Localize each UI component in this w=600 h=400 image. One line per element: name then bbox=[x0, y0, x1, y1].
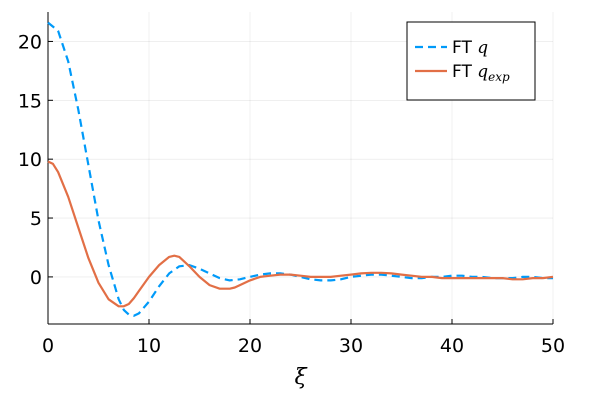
x-tick-label: 20 bbox=[238, 335, 262, 357]
tick-labels: 0 10 20 30 40 50 0 5 10 15 20 bbox=[18, 31, 565, 357]
legend-box bbox=[406, 21, 536, 101]
series-lines bbox=[47, 21, 554, 317]
x-tick-label: 0 bbox=[42, 335, 54, 357]
legend-label-2: FT qexp bbox=[452, 62, 510, 84]
legend: FT q FT qexp bbox=[406, 21, 536, 101]
x-tick-label: 30 bbox=[339, 335, 363, 357]
y-tick-label: 5 bbox=[30, 208, 42, 230]
y-tick-label: 20 bbox=[18, 31, 42, 53]
x-tick-label: 50 bbox=[541, 335, 565, 357]
x-axis-label: ξ bbox=[294, 365, 308, 390]
legend-label-1: FT q bbox=[452, 38, 488, 58]
x-tick-label: 10 bbox=[137, 335, 161, 357]
y-tick-label: 15 bbox=[18, 90, 42, 112]
y-tick-label: 0 bbox=[30, 267, 42, 289]
axes-frame bbox=[47, 12, 554, 325]
series-line-2 bbox=[47, 160, 554, 308]
y-tick-label: 10 bbox=[18, 149, 42, 171]
x-tick-label: 40 bbox=[440, 335, 464, 357]
